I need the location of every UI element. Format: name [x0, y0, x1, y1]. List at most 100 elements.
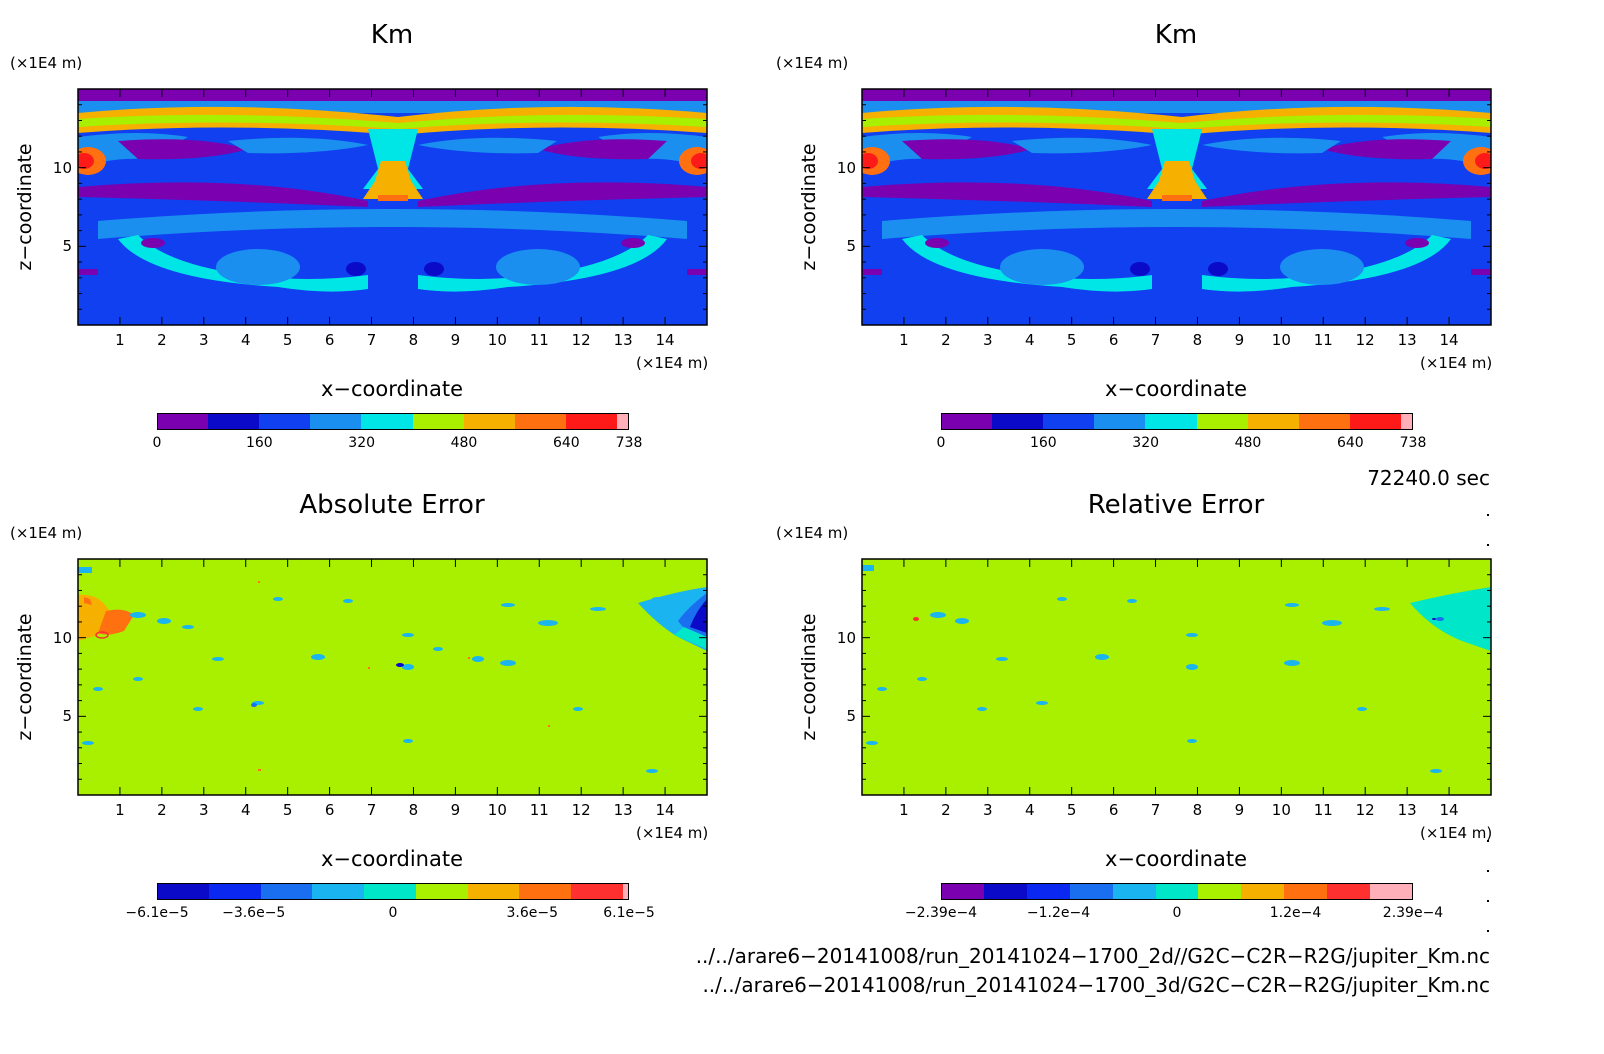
x-tick-label: 2 — [157, 331, 167, 349]
km-contour-fill — [78, 89, 707, 325]
x-tick-label: 6 — [1108, 801, 1119, 819]
colorbar-swatch — [208, 883, 261, 900]
colorbar-tick-label: 480 — [450, 435, 478, 451]
colorbar-tick-label: 160 — [245, 435, 273, 451]
x-unit-label: (×1E4 m) — [1420, 824, 1493, 842]
colorbar-swatch — [1247, 413, 1299, 430]
colorbar-swatch — [992, 413, 1044, 430]
x-tick-label: 7 — [1150, 331, 1161, 349]
x-unit-label: (×1E4 m) — [636, 354, 709, 372]
colorbar-swatch — [983, 883, 1027, 900]
colorbar-tick-label: 320 — [348, 435, 376, 451]
km-field-plot — [77, 88, 708, 326]
y-tick-label: 5 — [62, 707, 72, 726]
colorbar-tick-label: −6.1e−5 — [125, 905, 189, 921]
file-path-2: ../../arare6−20141008/run_20141024−1700_… — [702, 973, 1490, 997]
x-tick-label: 7 — [366, 801, 377, 819]
colorbar-swatch — [941, 413, 993, 430]
x-tick-label: 14 — [655, 331, 675, 349]
colorbar-tick-label: 480 — [1234, 435, 1262, 451]
x-axis-label: x−coordinate — [1104, 847, 1248, 871]
x-tick-label: 13 — [613, 331, 633, 349]
relative-error-fill — [862, 559, 1491, 795]
colorbar-swatch — [312, 883, 365, 900]
colorbar-tick-label: 320 — [1132, 435, 1160, 451]
colorbar-swatch — [1094, 413, 1146, 430]
x-tick-label: 10 — [1271, 801, 1291, 819]
x-tick-label: 8 — [408, 801, 419, 819]
colorbar-swatch — [571, 883, 623, 900]
colorbar-swatch — [1069, 883, 1113, 900]
colorbar-swatch — [208, 413, 260, 430]
x-tick-label: 11 — [1313, 331, 1333, 349]
y-axis-label: z−coordinate — [798, 143, 820, 271]
x-tick-label: 12 — [571, 331, 591, 349]
colorbar-tick-label: 0 — [1172, 905, 1182, 921]
colorbar-swatch — [941, 883, 984, 900]
colorbar-tick-label: 640 — [1336, 435, 1364, 451]
absolute-error-plot — [77, 558, 708, 796]
x-tick-label: 4 — [240, 801, 251, 819]
colorbar-swatch — [1370, 883, 1413, 900]
colorbar-swatch — [260, 883, 313, 900]
colorbar-swatch — [617, 413, 629, 430]
x-tick-label: 4 — [240, 331, 251, 349]
y-tick-label: 10 — [836, 628, 856, 647]
x-tick-label: 3 — [199, 331, 209, 349]
x-tick-label: 13 — [1397, 331, 1417, 349]
colorbar-swatch — [1284, 883, 1328, 900]
colorbar-swatch — [1198, 883, 1242, 900]
x-axis-label: x−coordinate — [320, 847, 464, 871]
x-tick-label: 1 — [115, 801, 125, 819]
y-tick-label: 5 — [62, 237, 72, 256]
x-tick-label: 6 — [324, 801, 335, 819]
x-tick-label: 5 — [1066, 331, 1077, 349]
colorbar-swatch — [565, 413, 617, 430]
colorbar-swatch — [310, 413, 362, 430]
colorbar-swatch — [157, 413, 209, 430]
y-tick-label: 10 — [52, 158, 72, 177]
y-unit-label: (×1E4 m) — [10, 54, 83, 72]
x-tick-label: 11 — [1313, 801, 1333, 819]
colorbar-swatch — [1327, 883, 1371, 900]
y-tick-label: 10 — [52, 628, 72, 647]
colorbar-tick-label: 0 — [388, 905, 398, 921]
x-tick-label: 2 — [941, 331, 951, 349]
panel-title: Relative Error — [1087, 490, 1265, 520]
x-tick-label: 9 — [1234, 331, 1245, 349]
x-tick-label: 9 — [450, 331, 461, 349]
colorbar-tick-label: −1.2e−4 — [1026, 905, 1091, 921]
colorbar-tick-label: 6.1e−5 — [603, 905, 655, 921]
x-tick-label: 1 — [115, 331, 125, 349]
colorbar-swatch — [467, 883, 520, 900]
x-tick-label: 10 — [1271, 331, 1291, 349]
colorbar-swatch — [1349, 413, 1401, 430]
x-tick-label: 14 — [1439, 801, 1459, 819]
km-contour-fill — [862, 89, 1491, 325]
colorbar-tick-label: 1.2e−4 — [1269, 905, 1322, 921]
panel-title: Absolute Error — [299, 490, 485, 520]
colorbar-frame — [941, 413, 1413, 430]
x-tick-label: 7 — [366, 331, 377, 349]
y-unit-label: (×1E4 m) — [10, 524, 83, 542]
y-axis-label: z−coordinate — [14, 613, 36, 741]
x-tick-label: 10 — [487, 331, 507, 349]
colorbar-swatch — [1401, 413, 1413, 430]
x-tick-label: 12 — [1355, 801, 1375, 819]
colorbar-swatch — [514, 413, 566, 430]
colorbar-swatch — [623, 883, 629, 900]
x-tick-label: 5 — [282, 331, 293, 349]
colorbar-swatch — [1241, 883, 1285, 900]
x-tick-label: 9 — [1234, 801, 1245, 819]
x-tick-label: 11 — [529, 801, 549, 819]
y-unit-label: (×1E4 m) — [776, 54, 849, 72]
colorbar-swatch — [259, 413, 311, 430]
x-unit-label: (×1E4 m) — [1420, 354, 1493, 372]
y-axis-label: z−coordinate — [798, 613, 820, 741]
colorbar-swatch — [415, 883, 468, 900]
colorbar-swatch — [1112, 883, 1156, 900]
colorbar-tick-label: 738 — [615, 435, 643, 451]
colorbar-tick-label: 0 — [152, 435, 162, 451]
relative-error-plot — [861, 558, 1492, 796]
colorbar-tick-label: 738 — [1399, 435, 1427, 451]
